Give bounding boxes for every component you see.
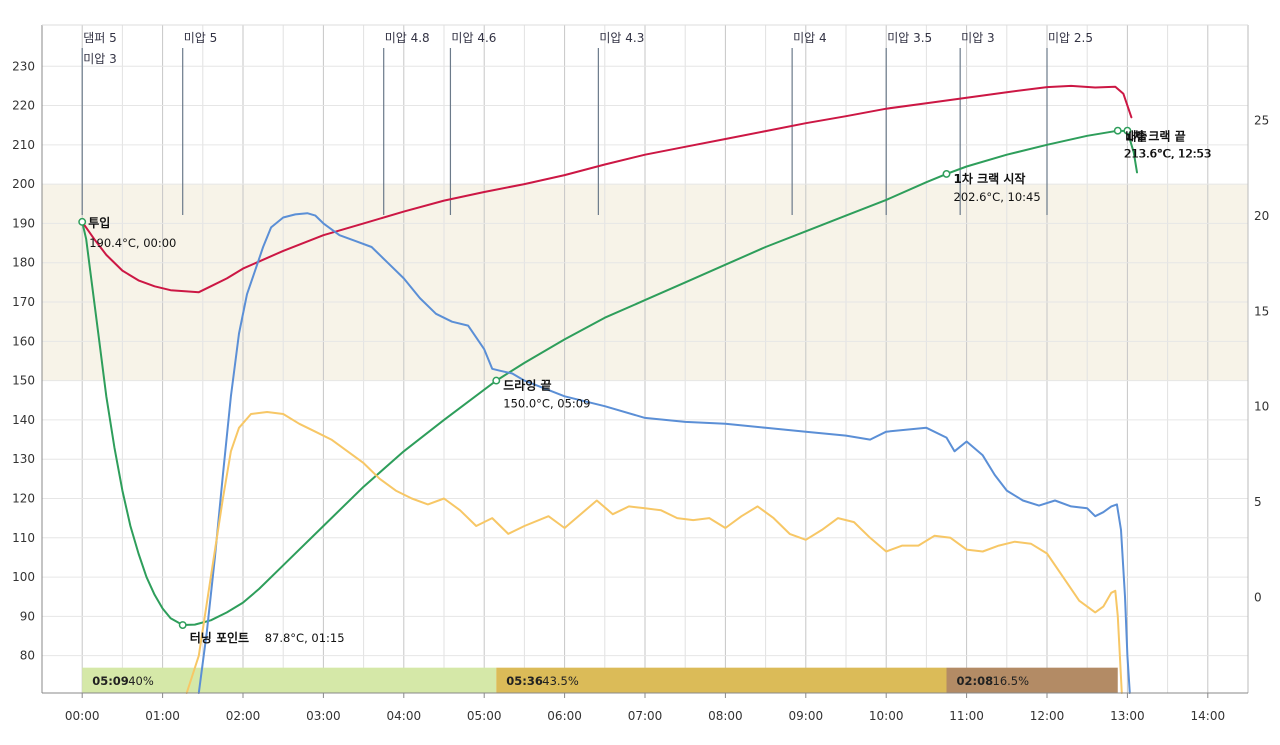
event-name: 드라잉 끝 (503, 378, 551, 393)
event-marker (1113, 126, 1122, 135)
y-tick-label: 230 (12, 59, 35, 73)
phase-time: 02:08 (957, 674, 994, 688)
y-tick-label: 100 (12, 570, 35, 584)
x-tick-label: 06:00 (547, 709, 582, 723)
event-marker (492, 376, 501, 385)
y-tick-label: 200 (12, 177, 35, 191)
y-tick-label: 80 (20, 649, 35, 663)
y2-tick-label: 5 (1254, 495, 1262, 509)
annotation-label: 미압 4.3 (599, 31, 644, 45)
event-value: 213.6°C, 12:53 (1124, 147, 1211, 161)
y-tick-label: 160 (12, 334, 35, 348)
event-name: 배출 (1125, 129, 1147, 144)
annotation-label: 미압 4.6 (451, 31, 496, 45)
y-tick-label: 210 (12, 138, 35, 152)
phase-percent: 43.5% (542, 674, 579, 688)
annotation-label: 미압 4 (793, 31, 827, 45)
x-tick-label: 13:00 (1110, 709, 1145, 723)
y-tick-label: 140 (12, 413, 35, 427)
phase-segment (82, 667, 497, 693)
x-tick-label: 09:00 (789, 709, 824, 723)
annotation-lines: 댐퍼 5 미압 3 미압 5 미압 4.8 미압 4.6 미압 4.3 미압 4 미압 3.5… (81, 31, 1093, 215)
event-markers: 투입 190.4°C, 00:00 터닝 포인트 87.8°C, 01:15 드라잉 끝… (78, 126, 1212, 645)
x-tick-label: 08:00 (708, 709, 743, 723)
y-tick-label: 130 (12, 452, 35, 466)
event-marker (1123, 126, 1132, 135)
phase-segment (496, 667, 947, 693)
annotation-label: 미압 3.5 (887, 31, 932, 45)
x-tick-label: 05:00 (467, 709, 502, 723)
event-value: 190.4°C, 00:00 (89, 236, 176, 250)
annotation-label: 미압 2.5 (1048, 31, 1093, 45)
y-tick-label: 150 (12, 374, 35, 388)
phase-percent: 40% (128, 674, 154, 688)
y-tick-label: 180 (12, 256, 35, 270)
y2-tick-label: 0 (1254, 591, 1262, 605)
event-name: 터닝 포인트 (190, 630, 249, 645)
annotation-label: 미압 4.8 (385, 31, 430, 45)
event-value: 150.0°C, 05:09 (503, 397, 590, 411)
series-line (185, 411, 1123, 694)
annotation-label: 미압 3 (83, 52, 117, 66)
y2-tick-label: 10 (1254, 400, 1269, 414)
phase-bar: 05:09 40% 05:36 43.5% 02:08 16.5% (82, 667, 1118, 693)
axes: 00:00 01:00 02:00 03:00 04:00 05:00 06:00 07:00… (12, 24, 1269, 723)
phase-time: 05:09 (92, 674, 129, 688)
event-value: 213.6°C, 12:53 (1124, 147, 1211, 161)
y-tick-label: 220 (12, 99, 35, 113)
x-tick-label: 04:00 (387, 709, 422, 723)
y2-tick-label: 20 (1254, 209, 1269, 223)
y-tick-label: 190 (12, 216, 35, 230)
event-name: 투입 (88, 216, 110, 230)
event-value: 87.8°C, 01:15 (265, 631, 345, 645)
series-line (81, 84, 1133, 294)
event-value: 202.6°C, 10:45 (954, 190, 1041, 204)
event-name: 1차 크랙 끝 (1125, 129, 1186, 144)
x-tick-label: 07:00 (628, 709, 663, 723)
y-tick-label: 110 (12, 531, 35, 545)
x-tick-label: 01:00 (145, 709, 180, 723)
y-tick-label: 90 (20, 609, 35, 623)
series-lines (81, 84, 1138, 694)
x-tick-label: 10:00 (869, 709, 904, 723)
x-tick-label: 14:00 (1191, 709, 1226, 723)
x-tick-label: 02:00 (226, 709, 261, 723)
annotation-label: 댐퍼 5 (83, 31, 117, 45)
phase-time: 05:36 (506, 674, 543, 688)
series-line (197, 212, 1131, 694)
y-tick-label: 120 (12, 491, 35, 505)
event-name: 1차 크랙 시작 (954, 171, 1026, 186)
event-marker (178, 621, 187, 629)
event-marker (942, 169, 951, 178)
x-tick-label: 03:00 (306, 709, 341, 723)
y-tick-label: 170 (12, 295, 35, 309)
x-tick-label: 12:00 (1030, 709, 1065, 723)
series-line (81, 129, 1138, 626)
phase-percent: 16.5% (993, 674, 1030, 688)
y2-tick-label: 15 (1254, 304, 1269, 318)
y2-tick-label: 25 (1254, 113, 1269, 127)
x-tick-label: 11:00 (949, 709, 984, 723)
phase-segment (946, 667, 1118, 693)
x-tick-label: 00:00 (65, 709, 100, 723)
annotation-label: 미압 3 (961, 31, 995, 45)
annotation-label: 미압 5 (184, 31, 218, 45)
event-marker (78, 217, 87, 226)
